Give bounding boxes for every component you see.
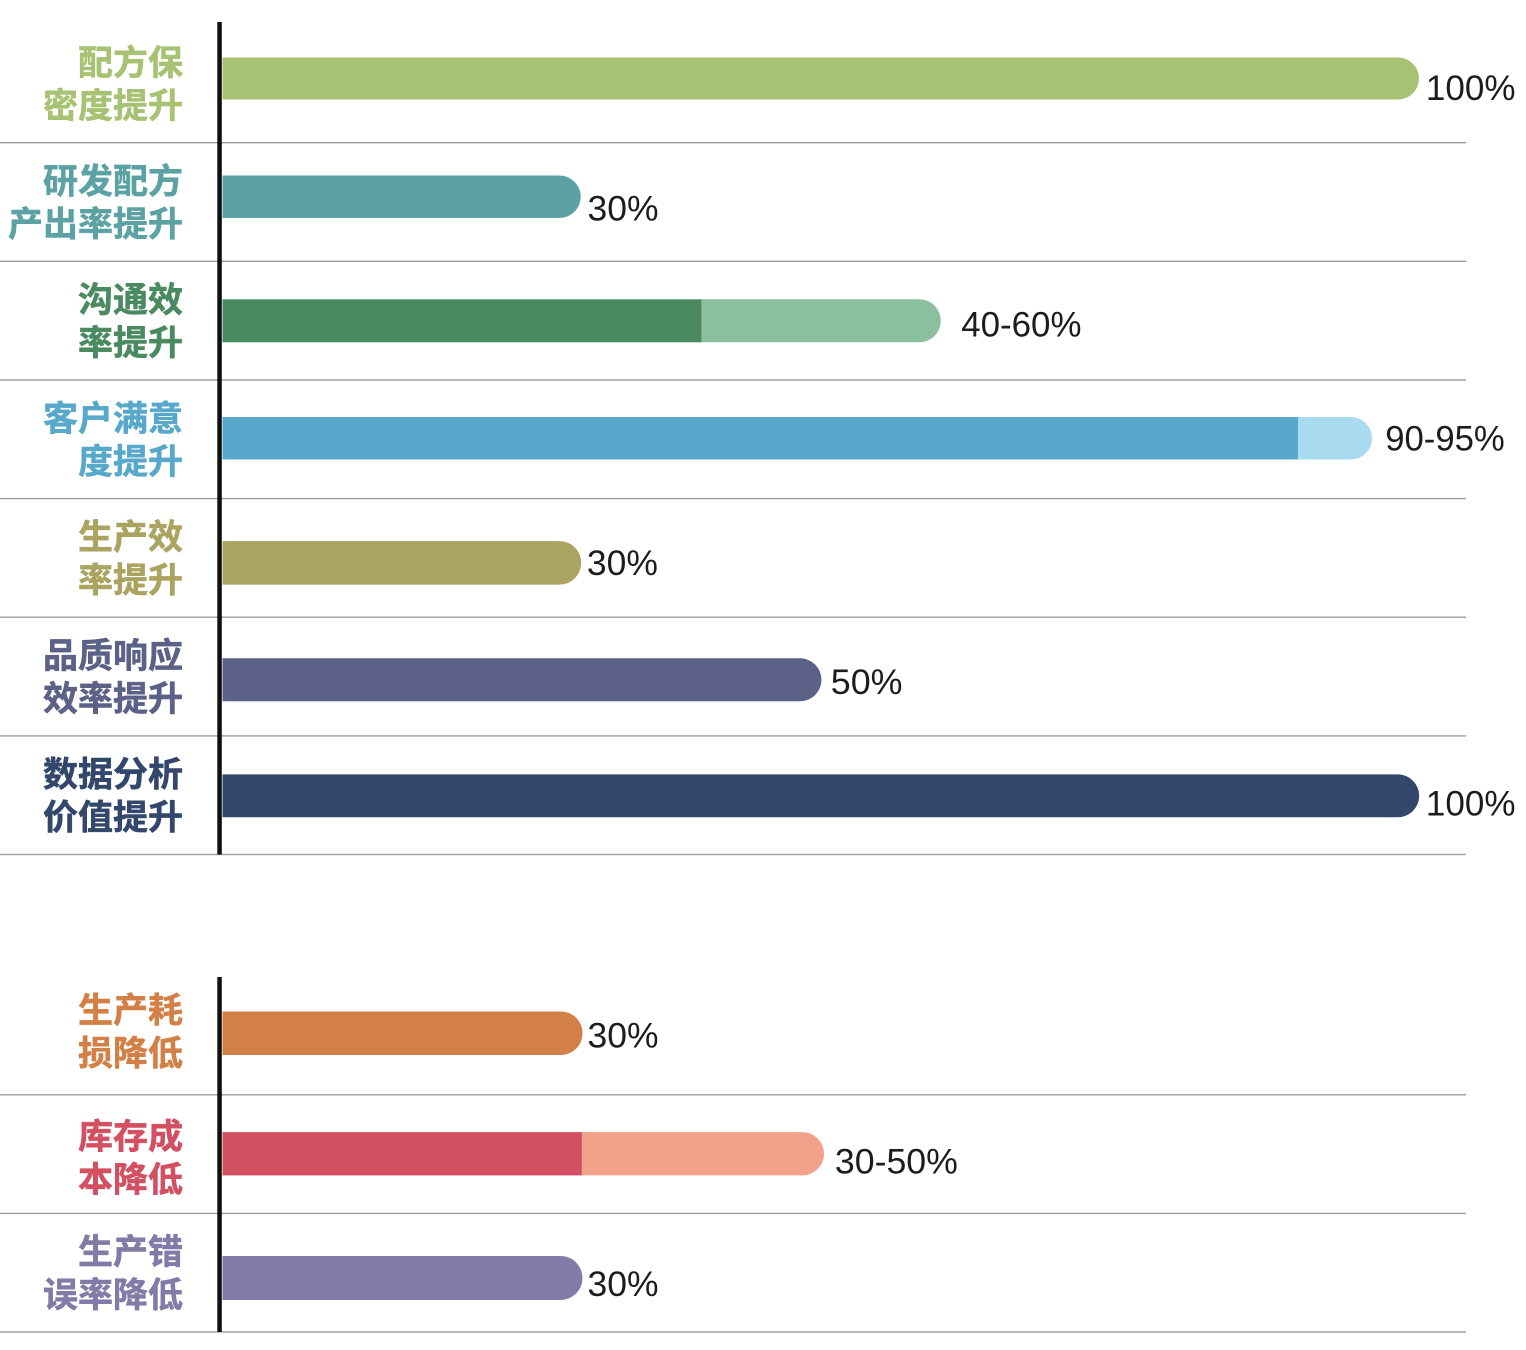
svg-text:50%: 50% bbox=[831, 662, 903, 702]
svg-text:40-60%: 40-60% bbox=[961, 304, 1081, 344]
svg-text:30%: 30% bbox=[587, 543, 658, 583]
svg-text:90-95%: 90-95% bbox=[1385, 418, 1505, 458]
svg-text:30%: 30% bbox=[588, 189, 659, 229]
svg-text:30-50%: 30-50% bbox=[835, 1142, 958, 1182]
svg-text:30%: 30% bbox=[588, 1016, 659, 1056]
svg-text:100%: 100% bbox=[1426, 784, 1516, 824]
svg-text:30%: 30% bbox=[588, 1264, 659, 1304]
svg-text:100%: 100% bbox=[1426, 68, 1516, 108]
